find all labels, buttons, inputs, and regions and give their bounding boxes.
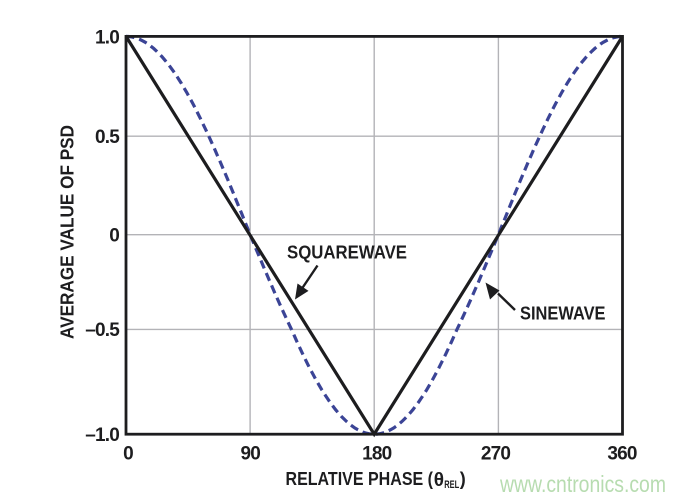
svg-text:90: 90	[241, 444, 261, 465]
svg-text:www.cntronics.com: www.cntronics.com	[499, 471, 666, 497]
svg-text:REL: REL	[444, 479, 459, 491]
svg-text:AVERAGE VALUE OF PSD: AVERAGE VALUE OF PSD	[58, 125, 78, 339]
svg-text:SINEWAVE: SINEWAVE	[520, 303, 606, 323]
svg-text:SQUAREWAVE: SQUAREWAVE	[287, 242, 407, 262]
svg-text:1.0: 1.0	[95, 28, 119, 49]
svg-text:–1.0: –1.0	[85, 425, 119, 446]
svg-text:0: 0	[123, 444, 133, 465]
svg-text:RELATIVE PHASE (: RELATIVE PHASE (	[286, 469, 434, 489]
svg-text:180: 180	[362, 444, 392, 465]
svg-text:0: 0	[109, 225, 119, 246]
svg-text:0.5: 0.5	[95, 127, 120, 148]
svg-text:θ: θ	[434, 470, 444, 491]
svg-text:270: 270	[481, 444, 511, 465]
svg-text:): )	[460, 469, 466, 489]
svg-text:360: 360	[607, 444, 637, 465]
svg-text:–0.5: –0.5	[85, 320, 120, 341]
